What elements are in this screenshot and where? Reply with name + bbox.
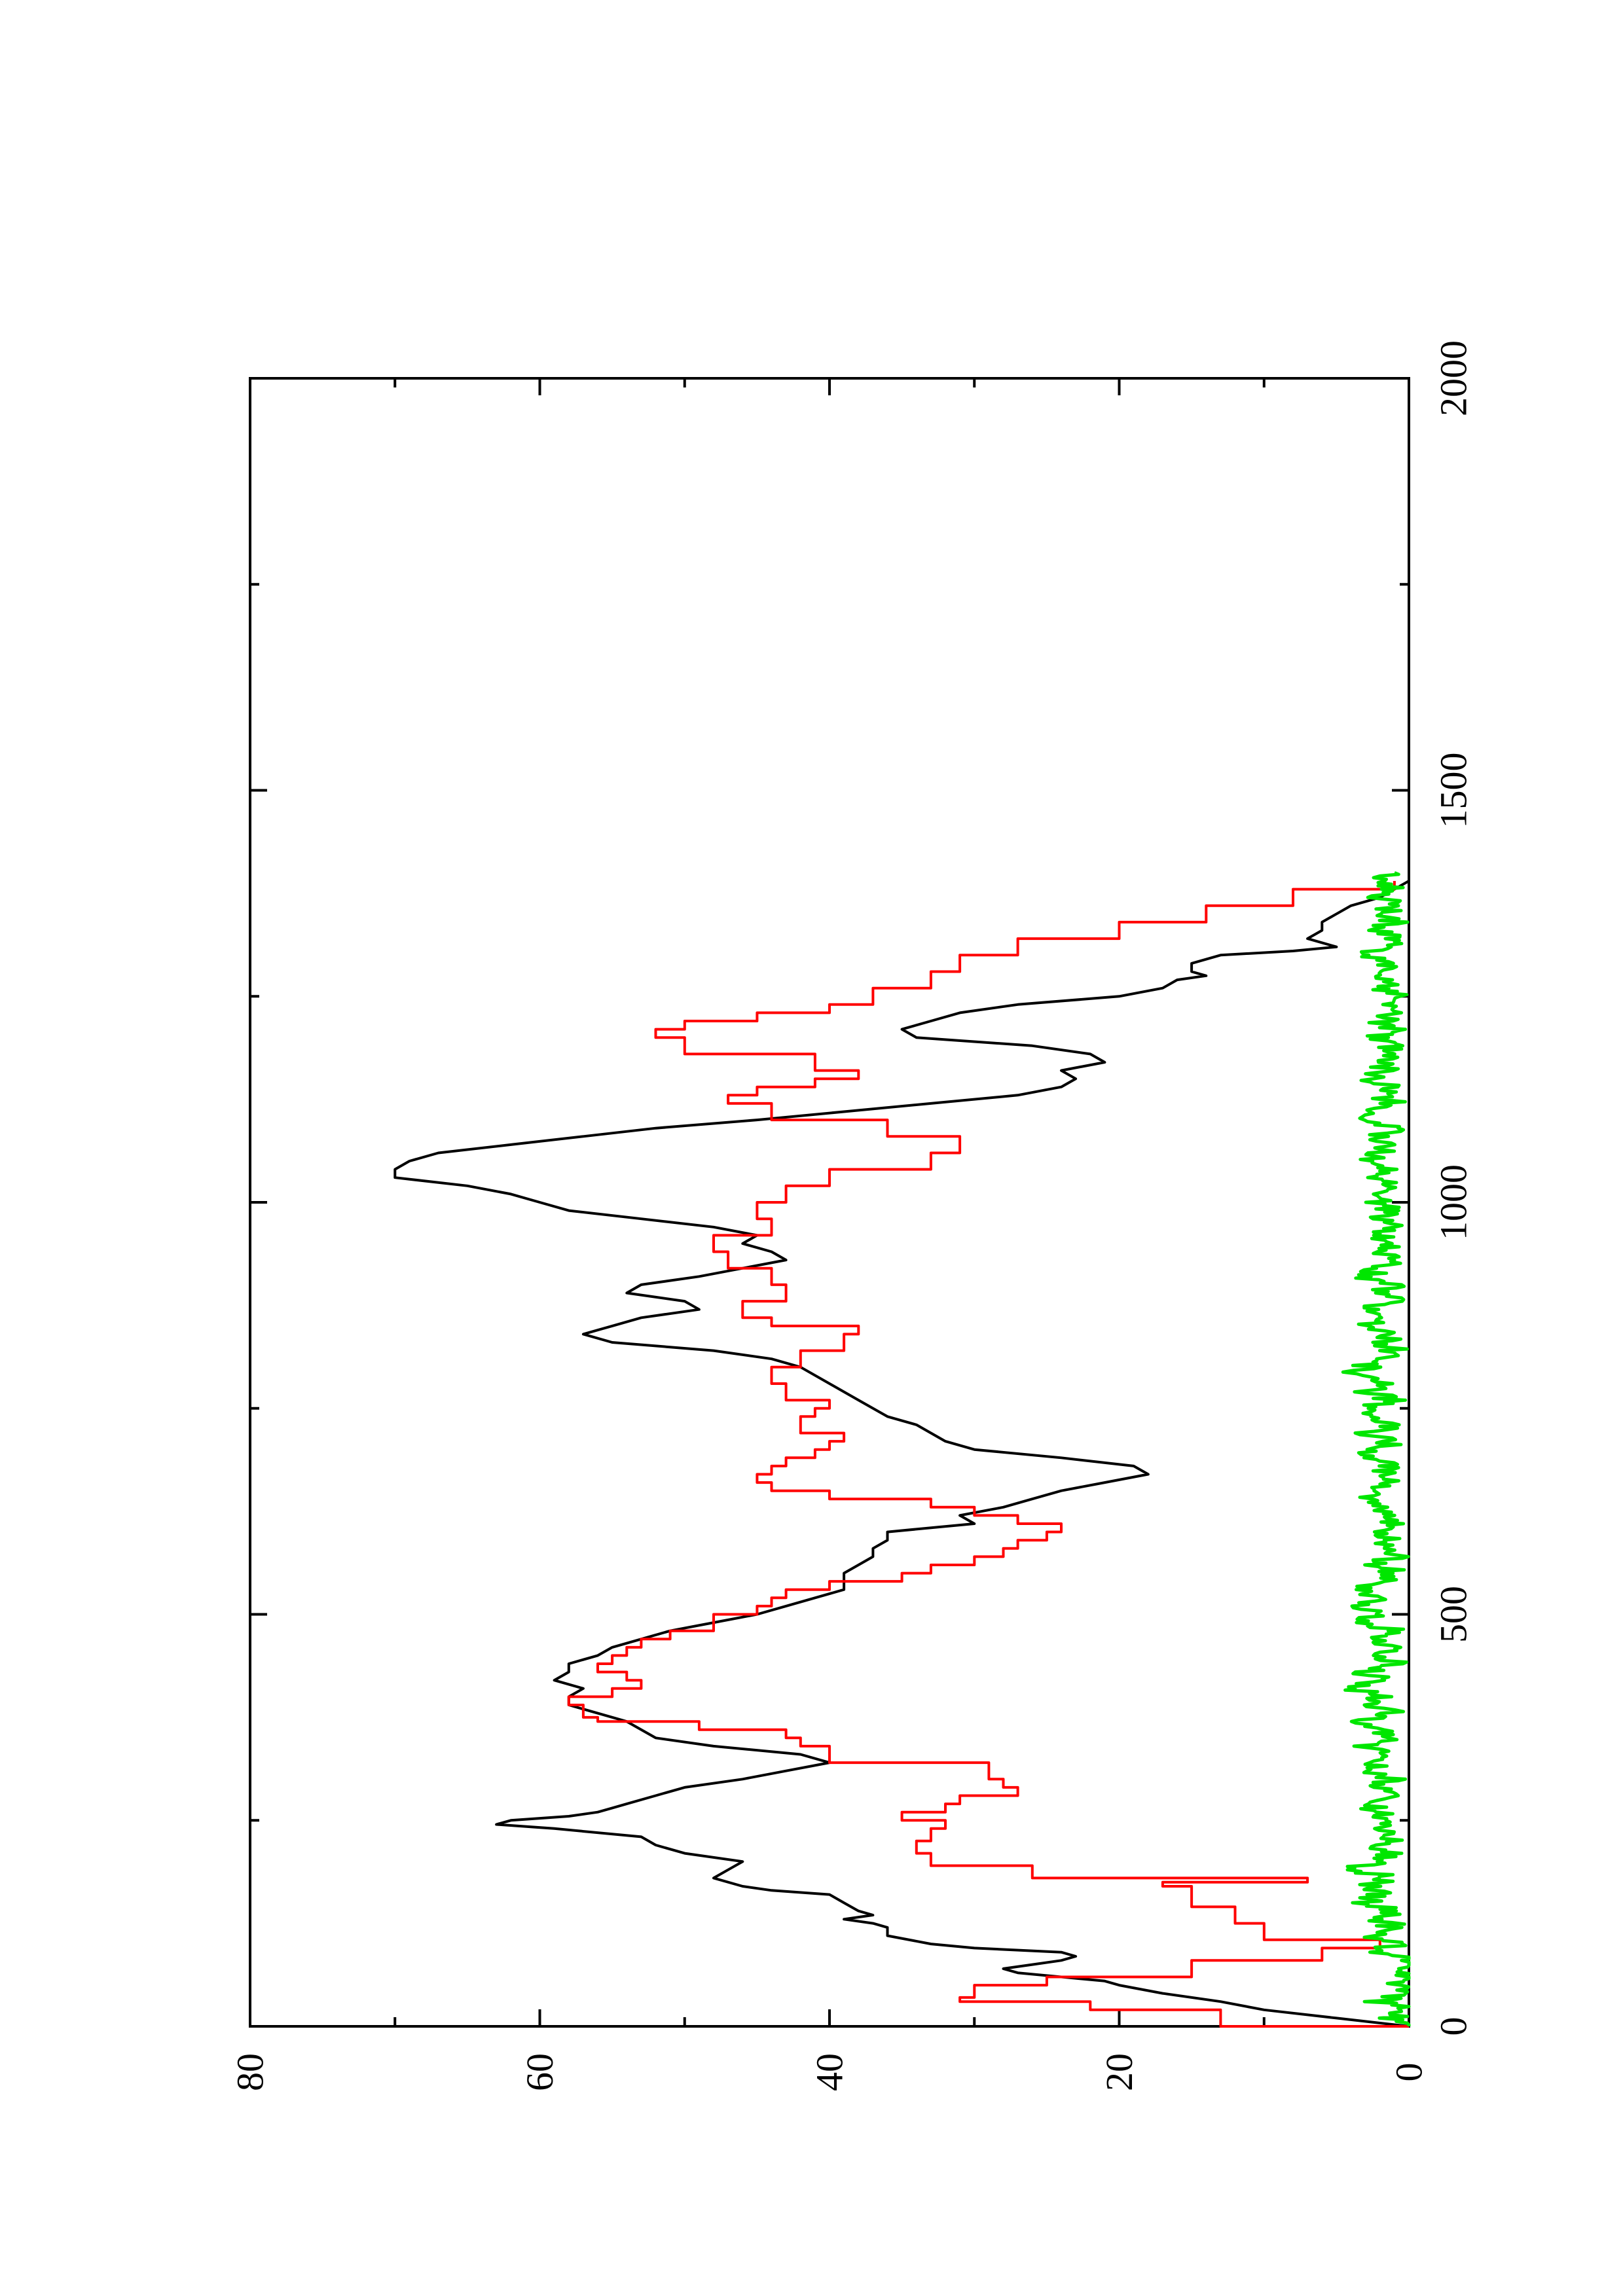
series-red-step-line	[567, 881, 1409, 2028]
series-lines	[393, 871, 1411, 2028]
x-tick-label: 0	[1432, 2017, 1475, 2036]
y-tick-label: 20	[1098, 2053, 1140, 2091]
y-tick-label: 60	[519, 2053, 561, 2091]
plot-frame	[249, 377, 1410, 2028]
series-green-noise-line	[1341, 871, 1411, 2026]
tick-labels: 0 500 1000 1500 2000 0 20 40 60 80	[229, 340, 1475, 2091]
y-tick-label: 40	[809, 2053, 851, 2091]
series-black-line	[393, 880, 1410, 2028]
plot-border	[249, 377, 1410, 2028]
x-tick-label: 2000	[1432, 340, 1475, 416]
axis-ticks	[249, 377, 1410, 2028]
y-tick-label: 0	[1388, 2063, 1431, 2082]
x-tick-label: 1500	[1432, 753, 1475, 829]
x-tick-label: 500	[1432, 1586, 1475, 1643]
y-tick-label: 80	[229, 2053, 272, 2091]
x-tick-label: 1000	[1432, 1164, 1475, 1240]
